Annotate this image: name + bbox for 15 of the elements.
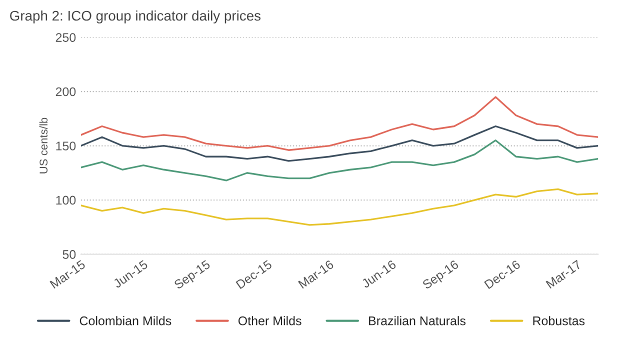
y-tick-label: 250 xyxy=(56,33,76,42)
legend-label: Brazilian Naturals xyxy=(369,316,466,326)
line-series xyxy=(80,140,598,182)
y-tick-label: 50 xyxy=(62,250,76,259)
line-series xyxy=(80,188,598,226)
chart-title: Graph 2: ICO group indicator daily prices xyxy=(10,10,261,24)
y-axis-title: US cents/lb xyxy=(39,118,48,174)
y-tick-label: 200 xyxy=(56,87,76,96)
legend-label: Colombian Milds xyxy=(80,316,172,326)
legend-label: Robustas xyxy=(533,316,585,326)
y-tick-label: 150 xyxy=(56,142,76,150)
line-series xyxy=(80,125,598,162)
y-tick-label: 100 xyxy=(56,196,76,205)
line-series xyxy=(80,96,598,151)
legend-label: Other Milds xyxy=(238,316,302,326)
